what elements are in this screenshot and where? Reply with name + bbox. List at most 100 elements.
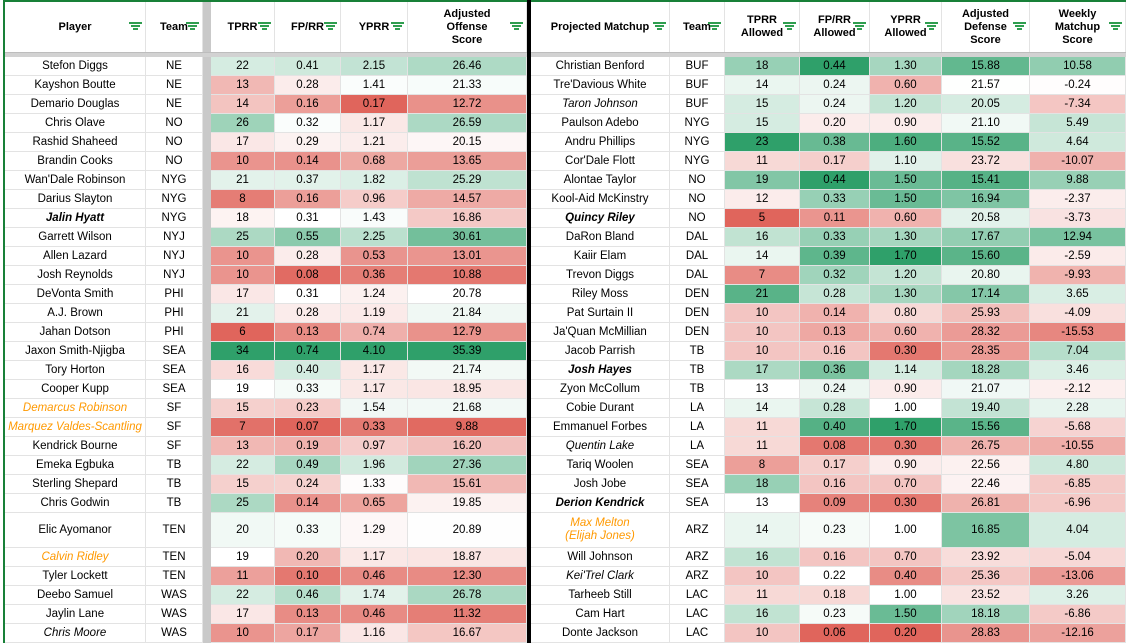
stat-cell-score[interactable]: 14.57 bbox=[408, 190, 527, 209]
stat-cell-yprr[interactable]: 0.36 bbox=[341, 266, 408, 285]
stat-cell-def[interactable]: 15.56 bbox=[942, 418, 1030, 437]
stat-cell-def[interactable]: 21.57 bbox=[942, 76, 1030, 95]
team-cell[interactable]: LAC bbox=[670, 586, 725, 605]
stat-cell-fprr[interactable]: 0.10 bbox=[275, 567, 341, 586]
stat-cell-yprr[interactable]: 1.50 bbox=[870, 190, 942, 209]
stat-cell-yprr[interactable]: 0.68 bbox=[341, 152, 408, 171]
player-cell[interactable]: Quentin Lake bbox=[531, 437, 670, 456]
stat-cell-tprr[interactable]: 13 bbox=[725, 494, 800, 513]
team-cell[interactable]: NYG bbox=[670, 152, 725, 171]
player-cell[interactable]: Jahan Dotson bbox=[5, 323, 146, 342]
stat-cell-weekly[interactable]: -5.68 bbox=[1030, 418, 1126, 437]
team-cell[interactable]: LAC bbox=[670, 624, 725, 643]
stat-cell-def[interactable]: 26.81 bbox=[942, 494, 1030, 513]
team-cell[interactable]: DEN bbox=[670, 323, 725, 342]
stat-cell-fprr[interactable]: 0.74 bbox=[275, 342, 341, 361]
stat-cell-weekly[interactable]: -15.53 bbox=[1030, 323, 1126, 342]
player-cell[interactable]: Tarheeb Still bbox=[531, 586, 670, 605]
player-cell[interactable]: Andru Phillips bbox=[531, 133, 670, 152]
stat-cell-tprr[interactable]: 19 bbox=[211, 548, 275, 567]
filter-icon[interactable] bbox=[925, 22, 938, 32]
team-cell[interactable]: ARZ bbox=[670, 567, 725, 586]
stat-cell-fprr[interactable]: 0.55 bbox=[275, 228, 341, 247]
stat-cell-fprr[interactable]: 0.16 bbox=[800, 475, 870, 494]
player-cell[interactable]: Will Johnson bbox=[531, 548, 670, 567]
stat-cell-weekly[interactable]: -2.12 bbox=[1030, 380, 1126, 399]
stat-cell-fprr[interactable]: 0.40 bbox=[800, 418, 870, 437]
team-cell[interactable]: NO bbox=[146, 133, 203, 152]
team-cell[interactable]: NYG bbox=[670, 114, 725, 133]
stat-cell-yprr[interactable]: 1.74 bbox=[341, 586, 408, 605]
player-cell[interactable]: Josh Reynolds bbox=[5, 266, 146, 285]
team-cell[interactable]: SEA bbox=[146, 361, 203, 380]
stat-cell-fprr[interactable]: 0.16 bbox=[275, 190, 341, 209]
stat-cell-def[interactable]: 25.93 bbox=[942, 304, 1030, 323]
stat-cell-yprr[interactable]: 1.10 bbox=[870, 152, 942, 171]
stat-cell-def[interactable]: 25.36 bbox=[942, 567, 1030, 586]
stat-cell-fprr[interactable]: 0.49 bbox=[275, 456, 341, 475]
stat-cell-fprr[interactable]: 0.16 bbox=[800, 548, 870, 567]
stat-cell-yprr[interactable]: 2.15 bbox=[341, 57, 408, 76]
stat-cell-score[interactable]: 25.29 bbox=[408, 171, 527, 190]
team-cell[interactable]: NYG bbox=[670, 133, 725, 152]
stat-cell-score[interactable]: 15.61 bbox=[408, 475, 527, 494]
player-cell[interactable]: Emeka Egbuka bbox=[5, 456, 146, 475]
team-cell[interactable]: NYG bbox=[146, 209, 203, 228]
player-cell[interactable]: Deebo Samuel bbox=[5, 586, 146, 605]
team-cell[interactable]: NYJ bbox=[146, 266, 203, 285]
stat-cell-fprr[interactable]: 0.07 bbox=[275, 418, 341, 437]
player-cell[interactable]: Josh Jobe bbox=[531, 475, 670, 494]
stat-cell-def[interactable]: 16.85 bbox=[942, 513, 1030, 548]
stat-cell-yprr[interactable]: 1.50 bbox=[870, 605, 942, 624]
stat-cell-tprr[interactable]: 20 bbox=[211, 513, 275, 548]
column-header-team[interactable]: Team bbox=[670, 2, 725, 52]
filter-icon[interactable] bbox=[1013, 22, 1026, 32]
stat-cell-tprr[interactable]: 17 bbox=[211, 133, 275, 152]
stat-cell-weekly[interactable]: -9.93 bbox=[1030, 266, 1126, 285]
stat-cell-score[interactable]: 13.65 bbox=[408, 152, 527, 171]
player-cell[interactable]: Allen Lazard bbox=[5, 247, 146, 266]
player-cell[interactable]: Tyler Lockett bbox=[5, 567, 146, 586]
stat-cell-tprr[interactable]: 13 bbox=[725, 380, 800, 399]
stat-cell-tprr[interactable]: 10 bbox=[725, 304, 800, 323]
player-cell[interactable]: Taron Johnson bbox=[531, 95, 670, 114]
stat-cell-yprr[interactable]: 0.53 bbox=[341, 247, 408, 266]
stat-cell-tprr[interactable]: 17 bbox=[211, 285, 275, 304]
column-header-yprr[interactable]: YPRR Allowed bbox=[870, 2, 942, 52]
team-cell[interactable]: SEA bbox=[670, 475, 725, 494]
team-cell[interactable]: BUF bbox=[670, 76, 725, 95]
stat-cell-fprr[interactable]: 0.24 bbox=[800, 380, 870, 399]
stat-cell-score[interactable]: 26.46 bbox=[408, 57, 527, 76]
stat-cell-yprr[interactable]: 1.54 bbox=[341, 399, 408, 418]
stat-cell-weekly[interactable]: 3.26 bbox=[1030, 586, 1126, 605]
stat-cell-tprr[interactable]: 15 bbox=[211, 399, 275, 418]
team-cell[interactable]: TB bbox=[146, 475, 203, 494]
stat-cell-score[interactable]: 13.01 bbox=[408, 247, 527, 266]
stat-cell-weekly[interactable]: 4.64 bbox=[1030, 133, 1126, 152]
stat-cell-fprr[interactable]: 0.24 bbox=[800, 76, 870, 95]
team-cell[interactable]: SEA bbox=[670, 456, 725, 475]
stat-cell-yprr[interactable]: 0.17 bbox=[341, 95, 408, 114]
stat-cell-fprr[interactable]: 0.22 bbox=[800, 567, 870, 586]
stat-cell-tprr[interactable]: 18 bbox=[211, 209, 275, 228]
stat-cell-tprr[interactable]: 10 bbox=[211, 247, 275, 266]
stat-cell-fprr[interactable]: 0.24 bbox=[275, 475, 341, 494]
stat-cell-tprr[interactable]: 18 bbox=[725, 475, 800, 494]
player-cell[interactable]: Donte Jackson bbox=[531, 624, 670, 643]
stat-cell-fprr[interactable]: 0.33 bbox=[800, 190, 870, 209]
filter-icon[interactable] bbox=[186, 22, 199, 32]
team-cell[interactable]: NO bbox=[146, 114, 203, 133]
stat-cell-weekly[interactable]: 3.46 bbox=[1030, 361, 1126, 380]
stat-cell-tprr[interactable]: 23 bbox=[725, 133, 800, 152]
team-cell[interactable]: NYG bbox=[146, 171, 203, 190]
stat-cell-fprr[interactable]: 0.14 bbox=[275, 152, 341, 171]
column-header-matchup[interactable]: Projected Matchup bbox=[531, 2, 670, 52]
stat-cell-def[interactable]: 15.52 bbox=[942, 133, 1030, 152]
stat-cell-tprr[interactable]: 15 bbox=[725, 95, 800, 114]
stat-cell-fprr[interactable]: 0.41 bbox=[275, 57, 341, 76]
team-cell[interactable]: NYJ bbox=[146, 228, 203, 247]
stat-cell-fprr[interactable]: 0.28 bbox=[275, 304, 341, 323]
stat-cell-fprr[interactable]: 0.33 bbox=[275, 380, 341, 399]
column-header-tprr[interactable]: TPRR Allowed bbox=[725, 2, 800, 52]
stat-cell-def[interactable]: 15.41 bbox=[942, 171, 1030, 190]
